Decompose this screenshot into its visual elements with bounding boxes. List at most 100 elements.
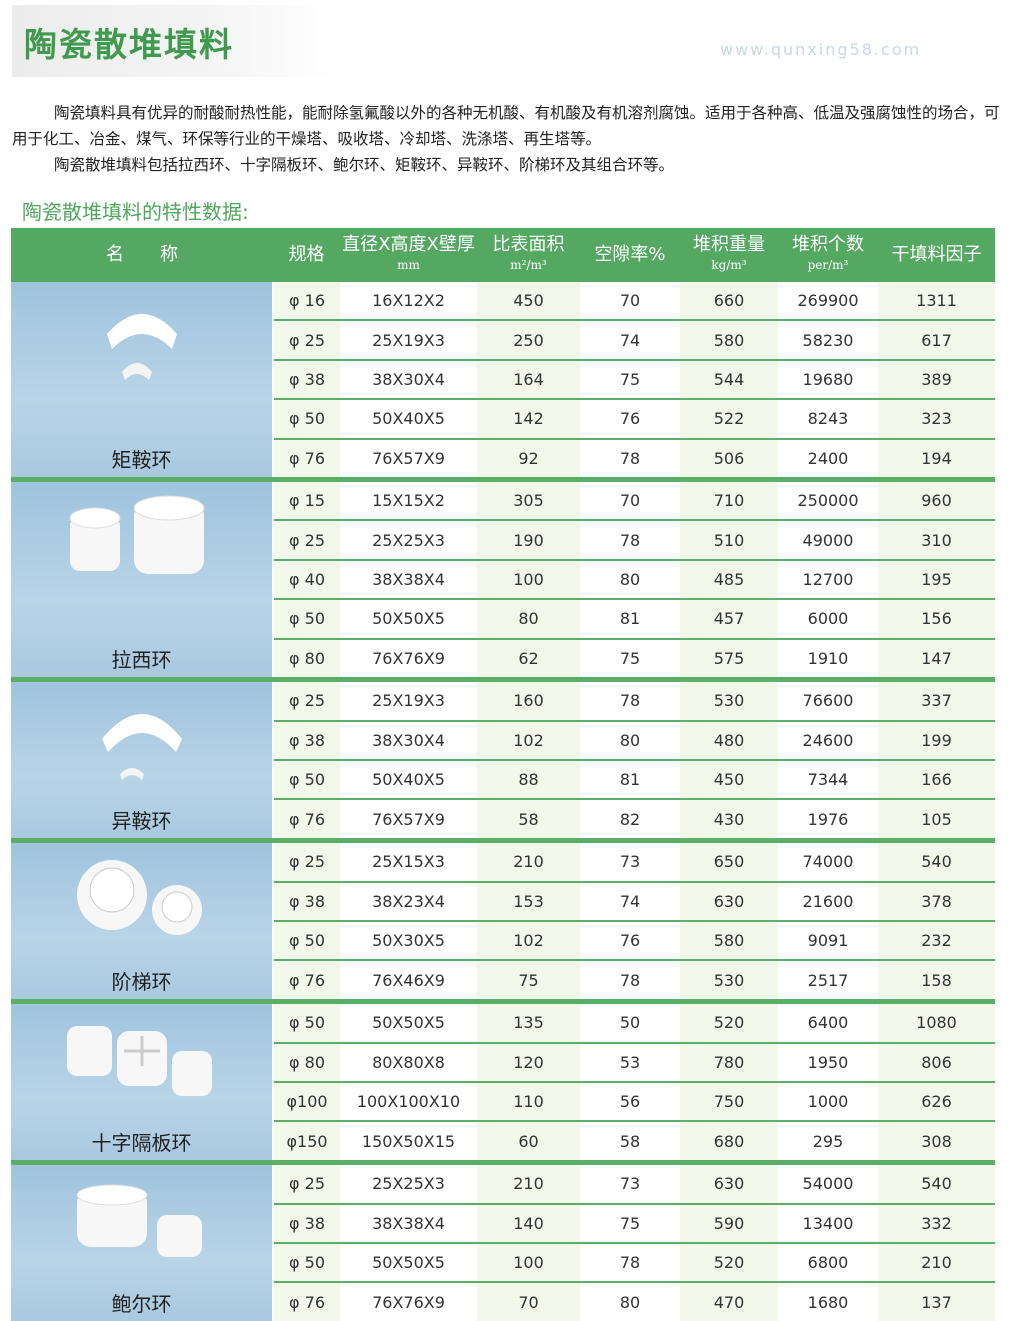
cell-factor: 323 [878,399,995,440]
cell-count: 19680 [778,359,878,401]
cell-count: 1680 [778,1282,878,1321]
cell-spec: φ 50 [273,399,340,440]
cell-void: 58 [580,1121,680,1166]
table-row: φ 50 50X40X5 88 81 450 7344 166 [11,759,995,801]
cell-count: 24600 [778,720,878,761]
cell-void: 81 [580,599,680,640]
cell-dims: 76X57X9 [340,438,477,482]
cell-void: 76 [580,399,680,440]
cell-factor: 166 [878,759,995,801]
table-row: φ 50 50X50X5 100 78 520 6800 210 [11,1242,995,1284]
cell-spec: φ 38 [273,720,340,761]
cell-weight: 544 [680,359,778,401]
cell-area: 80 [477,599,580,640]
cell-weight: 590 [680,1203,778,1244]
cell-dims: 50X40X5 [340,759,477,801]
cell-factor: 232 [878,920,995,962]
cell-factor: 332 [878,1203,995,1244]
cell-factor: 156 [878,599,995,640]
cell-dims: 15X15X2 [340,479,477,522]
title-banner [12,5,332,77]
header-void: 空隙率% [580,228,680,282]
cell-area: 102 [477,720,580,761]
cell-dims: 38X38X4 [340,559,477,601]
table-row: φ 80 80X80X8 120 53 780 1950 806 [11,1042,995,1083]
cell-count: 8243 [778,399,878,440]
watermark: www.qunxing58.com [720,40,922,59]
cell-area: 120 [477,1042,580,1083]
cell-factor: 626 [878,1081,995,1123]
intro-paragraph: 陶瓷填料具有优异的耐酸耐热性能，能耐除氢氟酸以外的各种无机酸、有机酸及有机溶剂腐… [12,104,1000,148]
cell-count: 7344 [778,759,878,801]
cell-area: 88 [477,759,580,801]
header-dims: 直径X高度X壁厚 mm [340,228,477,282]
cell-factor: 210 [878,1242,995,1284]
cell-factor: 806 [878,1042,995,1083]
cell-area: 110 [477,1081,580,1123]
cell-dims: 150X50X15 [340,1121,477,1166]
cell-count: 2517 [778,960,878,1005]
cell-void: 75 [580,1203,680,1244]
cell-weight: 480 [680,720,778,761]
product-name: 鲍尔环 [111,1292,172,1316]
cell-count: 13400 [778,1203,878,1244]
cell-dims: 80X80X8 [340,1042,477,1083]
cell-dims: 16X12X2 [340,282,477,322]
cell-factor: 158 [878,960,995,1005]
cell-area: 164 [477,359,580,401]
cell-dims: 25X19X3 [340,679,477,722]
cell-void: 82 [580,799,680,844]
cell-count: 21600 [778,881,878,922]
cell-area: 100 [477,559,580,601]
cell-area: 102 [477,920,580,962]
cell-area: 60 [477,1121,580,1166]
cell-spec: φ 50 [273,759,340,801]
cell-spec: φ 76 [273,1282,340,1321]
cell-void: 78 [580,679,680,722]
cell-dims: 38X30X4 [340,720,477,761]
cell-dims: 76X76X9 [340,638,477,682]
cell-spec: φ 25 [273,520,340,561]
cell-count: 6400 [778,1001,878,1044]
cell-void: 70 [580,282,680,322]
cell-void: 56 [580,1081,680,1123]
cell-spec: φ 38 [273,881,340,922]
cell-spec: φ 25 [273,840,340,883]
cell-factor: 194 [878,438,995,482]
cell-spec: φ100 [273,1081,340,1123]
cell-void: 73 [580,1162,680,1205]
cell-factor: 540 [878,1162,995,1205]
product-name: 阶梯环 [111,970,172,994]
cell-spec: φ 40 [273,559,340,601]
cell-count: 74000 [778,840,878,883]
cell-weight: 580 [680,320,778,361]
cell-dims: 25X25X3 [340,1162,477,1205]
product-cell: 拉西环 [11,479,274,682]
table-row: φ 76 76X76X9 70 80 470 1680 137 [11,1282,995,1321]
cell-factor: 147 [878,638,995,682]
cell-area: 250 [477,320,580,361]
cell-weight: 650 [680,840,778,883]
table-row: 十字隔板环 φ 50 50X50X5 135 50 520 6400 1080 [11,1001,995,1165]
cell-factor: 195 [878,559,995,601]
cell-area: 153 [477,881,580,922]
cell-void: 78 [580,1242,680,1284]
cell-area: 135 [477,1001,580,1044]
cell-factor: 199 [878,720,995,761]
cell-factor: 540 [878,840,995,883]
cell-spec: φ 80 [273,1042,340,1083]
cell-dims: 50X30X5 [340,920,477,962]
product-cell: 异鞍环 [11,679,274,843]
table-row: φ 38 38X38X4 140 75 590 13400 332 [11,1203,995,1244]
table-row: φ 50 50X30X5 102 76 580 9091 232 [11,920,995,962]
cell-void: 80 [580,720,680,761]
cell-spec: φ 50 [273,1242,340,1284]
product-cell: 矩鞍环 [11,282,274,482]
product-cell: 十字隔板环 [11,1001,274,1165]
cell-count: 12700 [778,559,878,601]
cell-weight: 530 [680,679,778,722]
cell-spec: φ 50 [273,599,340,640]
cell-weight: 680 [680,1121,778,1166]
cell-factor: 310 [878,520,995,561]
